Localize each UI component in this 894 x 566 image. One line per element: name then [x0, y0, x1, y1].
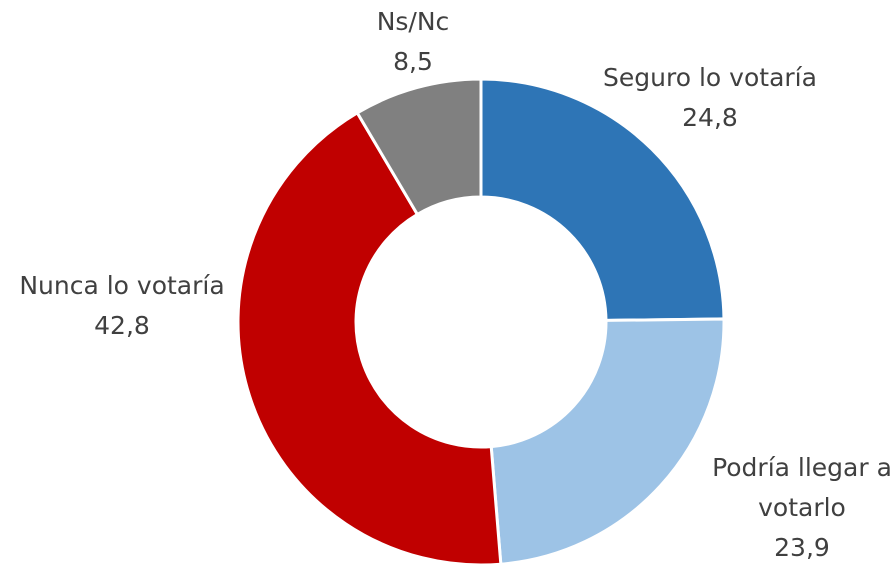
donut-slice	[479, 77, 726, 322]
value-label: 42,8	[94, 311, 150, 340]
donut-slice	[236, 110, 503, 566]
value-label: 8,5	[393, 47, 433, 76]
donut-slice	[489, 317, 726, 566]
donut-slice	[355, 77, 483, 217]
slice-label: Ns/Nc 8,5	[330, 2, 496, 82]
category-label: Podría llegar a votarlo	[712, 453, 892, 522]
slice-label: Podría llegar a votarlo 23,9	[712, 448, 892, 566]
value-label: 23,9	[774, 533, 830, 562]
category-label: Ns/Nc	[376, 7, 450, 36]
category-label: Seguro lo votaría	[603, 63, 817, 92]
value-label: 24,8	[682, 103, 738, 132]
slice-label: Seguro lo votaría 24,8	[580, 58, 840, 138]
slice-label: Nunca lo votaría 42,8	[0, 266, 244, 346]
category-label: Nunca lo votaría	[19, 271, 225, 300]
